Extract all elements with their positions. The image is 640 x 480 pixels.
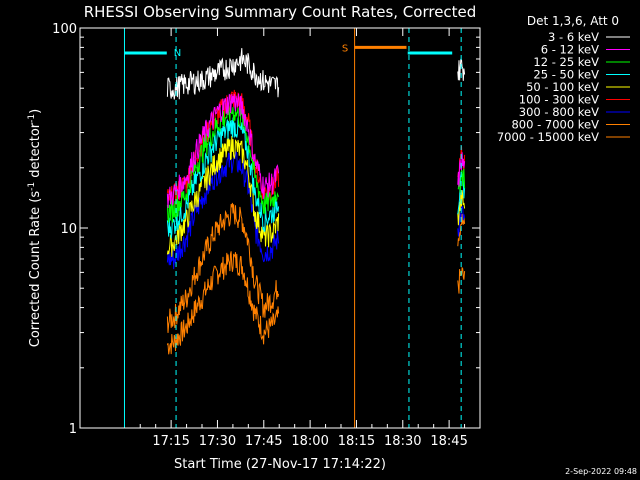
series-2 [166, 93, 466, 209]
legend-header: Det 1,3,6, Att 0 [527, 14, 619, 28]
series-line-9-seg-1 [166, 251, 280, 355]
footer-date: 2-Sep-2022 09:48 [565, 467, 637, 476]
saa-label: S [342, 43, 348, 54]
y-label-mid: detector [28, 122, 43, 182]
y-tick-label-3: 100 [52, 22, 77, 37]
x-tick-label-1: 17:15 [152, 434, 189, 449]
legend-label-4: 25 - 50 keV [533, 68, 599, 82]
y-label-end: ) [28, 109, 43, 114]
y-label-sup2: -1 [27, 114, 37, 123]
y-label-main: Corrected Count Rate (s [28, 191, 43, 348]
series-line-7-seg-1 [166, 151, 280, 270]
x-axis-label: Start Time (27-Nov-17 17:14:22) [174, 457, 386, 472]
series-line-3-seg-1 [166, 100, 280, 223]
series-line-4-seg-1 [166, 117, 280, 239]
y-tick-label-1: 1 [69, 422, 77, 437]
legend-label-8: 800 - 7000 keV [511, 118, 599, 132]
night-label: N [174, 48, 181, 59]
x-tick-label-6: 18:30 [384, 434, 421, 449]
x-tick-label-4: 18:00 [291, 434, 328, 449]
series-line-7-seg-2 [457, 205, 466, 237]
legend-label-5: 50 - 100 keV [526, 80, 599, 94]
x-tick-label-5: 18:15 [338, 434, 375, 449]
legend-label-7: 300 - 800 keV [519, 105, 599, 119]
y-label-sup1: -1 [27, 182, 37, 191]
legend-label-3: 12 - 25 keV [533, 55, 599, 69]
x-tick-label-2: 17:30 [199, 434, 236, 449]
axis-layer: 17:15 17:30 17:45 18:00 18:15 18:30 18:45 1 10 10… [52, 22, 480, 449]
series-line-1-seg-1 [166, 48, 280, 100]
legend-label-6: 100 - 300 keV [519, 93, 599, 107]
x-tick-label-7: 18:45 [430, 434, 467, 449]
series-7 [166, 151, 466, 270]
y-axis-label: Corrected Count Rate (s-1 detector-1) [27, 109, 43, 347]
series-line-8-seg-1 [166, 202, 280, 333]
series-8 [166, 202, 466, 333]
x-tick-label-3: 17:45 [245, 434, 282, 449]
legend-label-1: 3 - 6 keV [548, 30, 599, 44]
series-line-2-seg-1 [166, 93, 280, 209]
legend-label-2: 6 - 12 keV [541, 43, 599, 57]
chart-title: RHESSI Observing Summary Count Rates, Co… [84, 3, 477, 21]
series-line-2-seg-2 [457, 152, 466, 187]
y-tick-label-2: 10 [60, 222, 77, 237]
series-line-8-seg-2 [457, 213, 466, 247]
legend-label-9: 7000 - 15000 keV [497, 130, 599, 144]
